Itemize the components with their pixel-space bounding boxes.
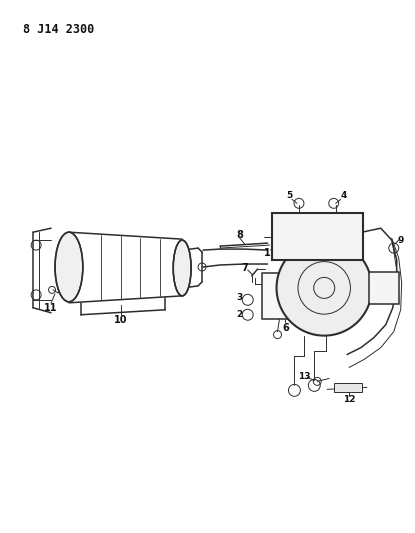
Bar xyxy=(271,213,363,260)
Text: 6: 6 xyxy=(282,322,289,333)
Text: 12: 12 xyxy=(343,395,355,404)
Text: 8: 8 xyxy=(237,230,243,240)
Bar xyxy=(261,273,309,319)
Text: 8 J14 2300: 8 J14 2300 xyxy=(23,23,95,36)
Ellipse shape xyxy=(55,232,83,302)
Bar xyxy=(334,383,362,392)
Text: 2: 2 xyxy=(237,310,243,319)
Text: 9: 9 xyxy=(398,236,404,245)
Text: 5: 5 xyxy=(286,191,292,200)
Circle shape xyxy=(276,240,372,336)
Text: 10: 10 xyxy=(114,314,127,325)
Text: 11: 11 xyxy=(44,303,58,313)
Text: 3: 3 xyxy=(237,293,243,302)
Text: 7: 7 xyxy=(242,263,248,273)
Text: 13: 13 xyxy=(298,372,310,381)
Bar xyxy=(369,272,399,304)
Ellipse shape xyxy=(173,240,191,296)
Text: 1: 1 xyxy=(264,248,271,258)
Text: 4: 4 xyxy=(340,191,347,200)
